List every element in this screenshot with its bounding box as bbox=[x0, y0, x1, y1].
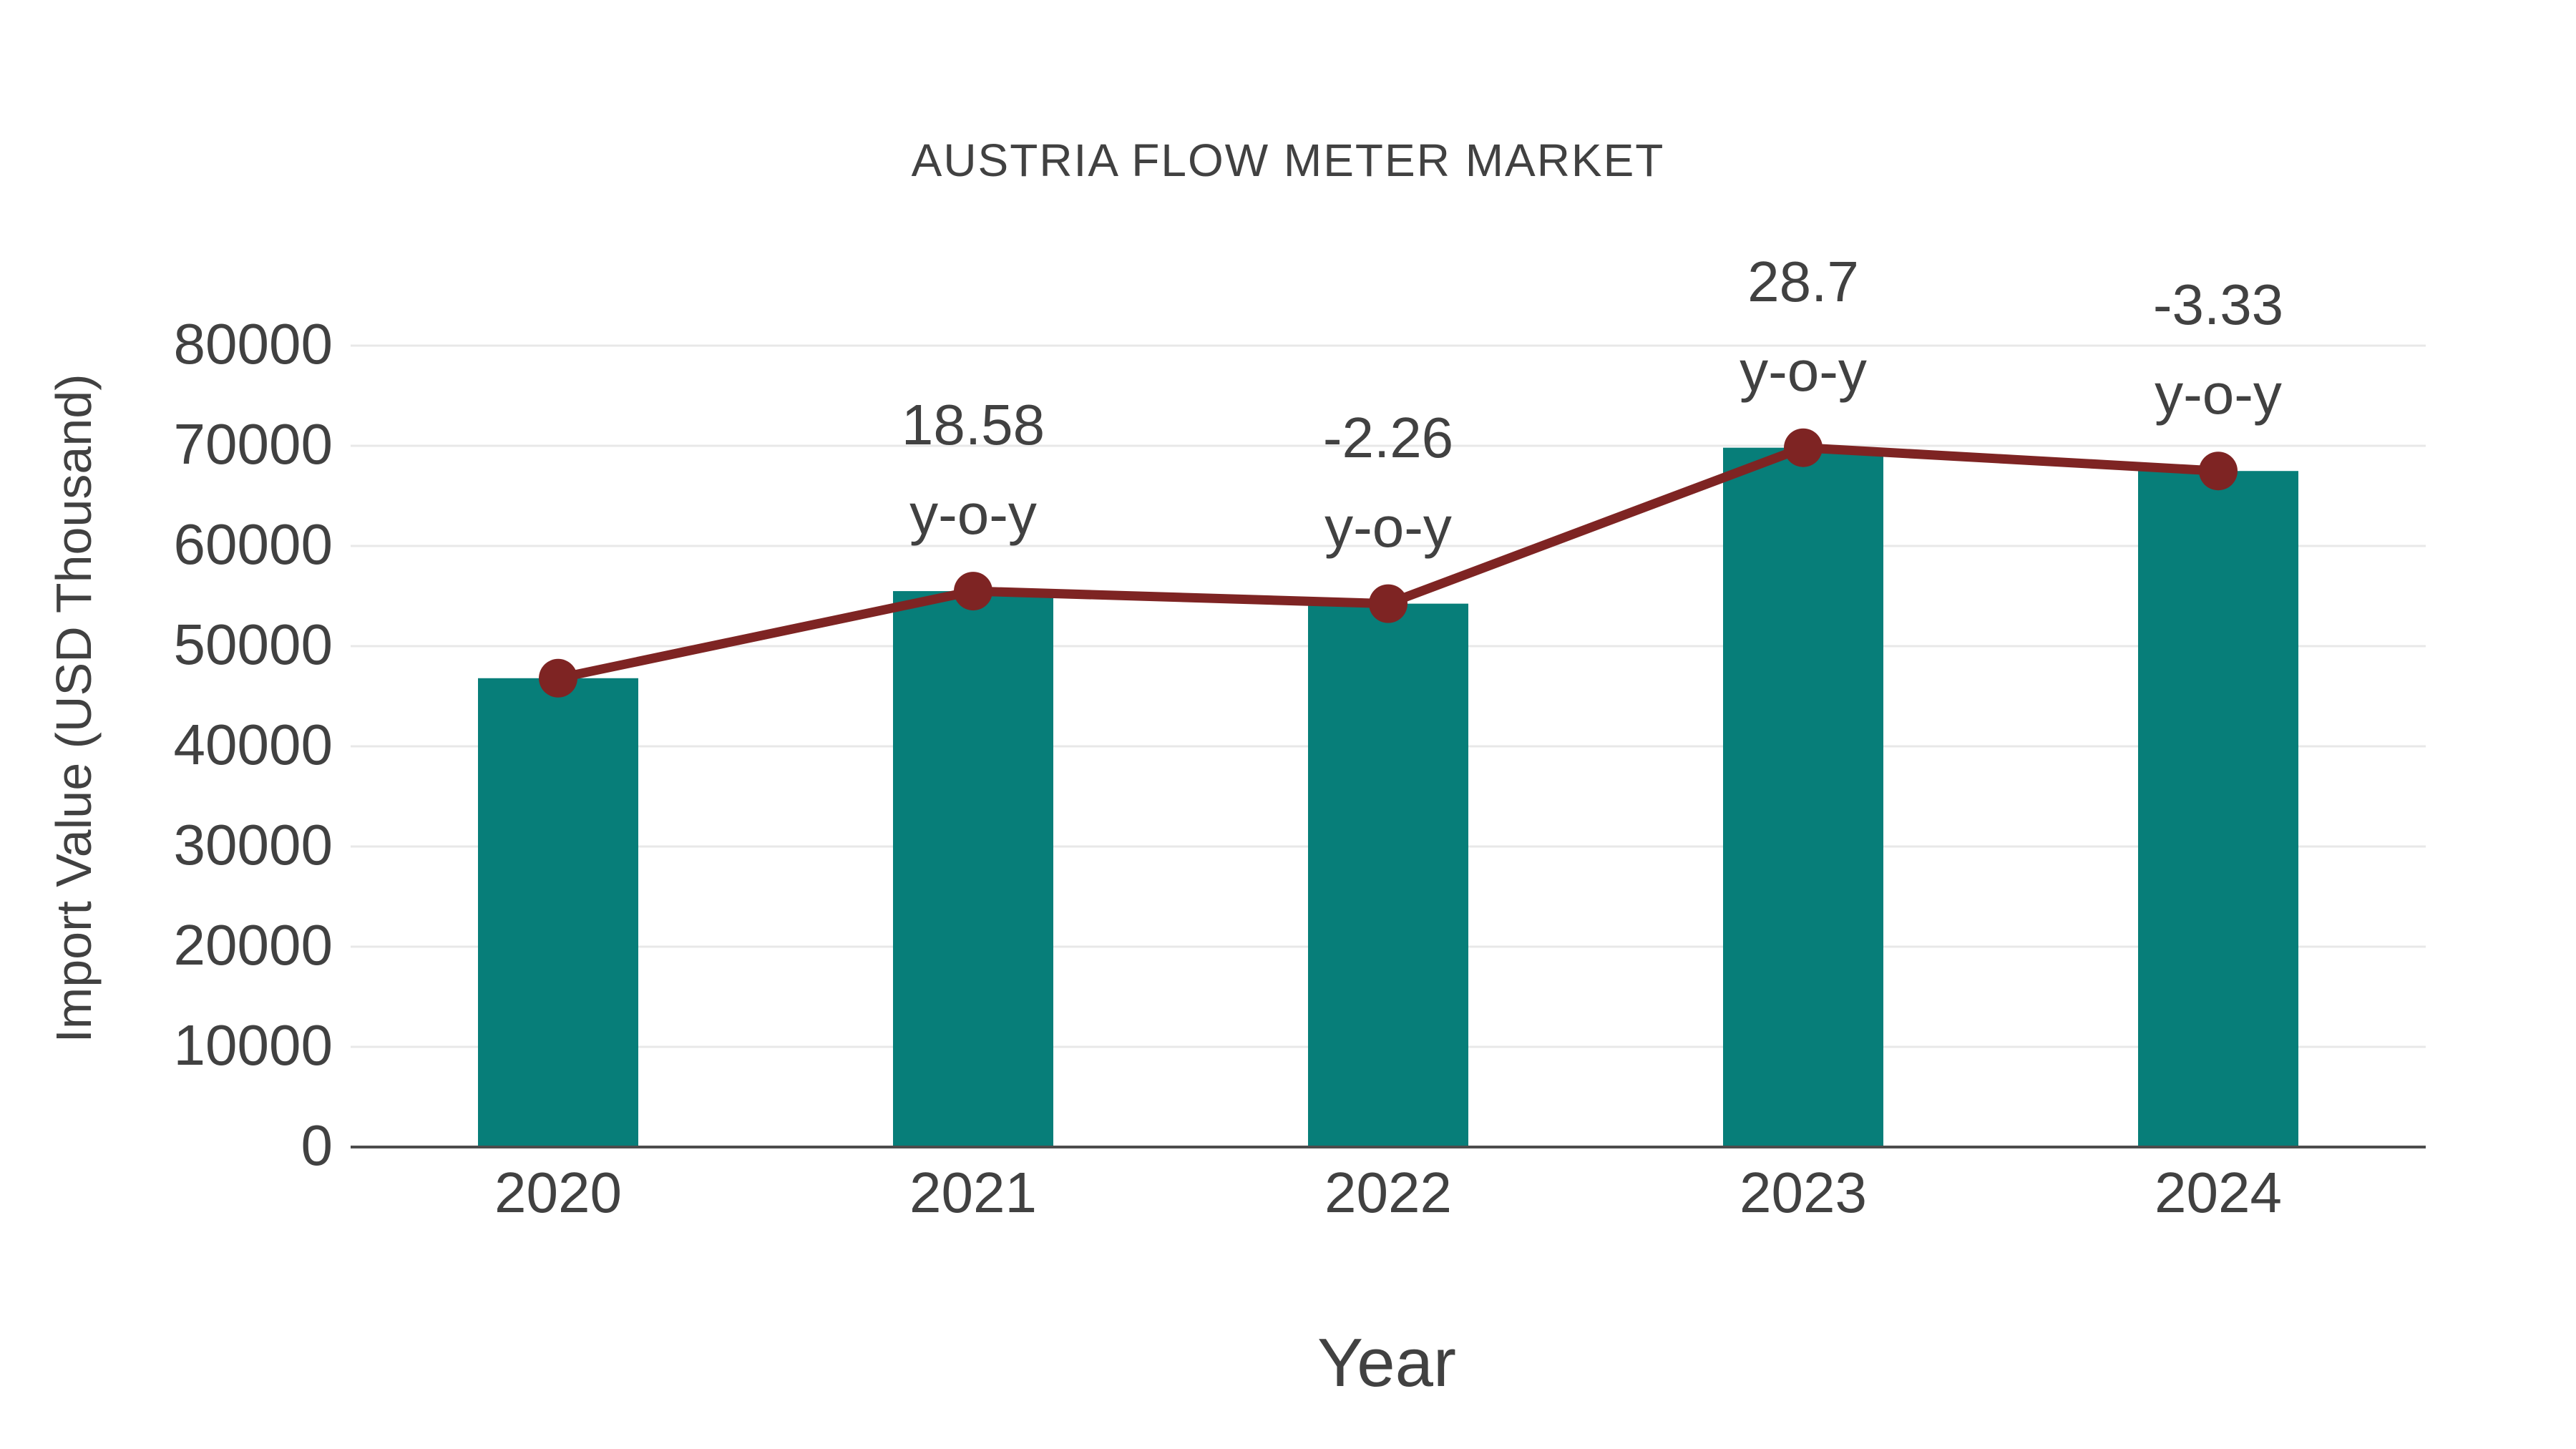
trend-marker-2021 bbox=[954, 572, 992, 611]
yoy-annotation: 28.7 y-o-y bbox=[1740, 237, 1867, 416]
yoy-annotation: -2.26 y-o-y bbox=[1323, 393, 1453, 572]
y-tick-label: 40000 bbox=[173, 713, 333, 777]
chart-title: AUSTRIA FLOW METER MARKET bbox=[911, 135, 1665, 186]
y-tick-label: 80000 bbox=[173, 312, 333, 376]
y-tick-label: 30000 bbox=[173, 813, 333, 877]
y-tick-label: 60000 bbox=[173, 512, 333, 577]
x-tick-label: 2023 bbox=[1740, 1161, 1867, 1224]
bar-2024 bbox=[2138, 471, 2298, 1147]
x-tick-label: 2024 bbox=[2155, 1161, 2282, 1224]
yoy-suffix: y-o-y bbox=[1324, 494, 1452, 559]
y-tick-label: 10000 bbox=[173, 1013, 333, 1078]
trend-marker-2022 bbox=[1369, 584, 1407, 623]
bar-2023 bbox=[1723, 447, 1883, 1147]
bar-2021 bbox=[893, 591, 1053, 1147]
x-tick-label: 2022 bbox=[1324, 1161, 1452, 1224]
yoy-suffix: y-o-y bbox=[909, 482, 1037, 547]
x-axis-title: Year bbox=[1317, 1324, 1456, 1401]
yoy-suffix: y-o-y bbox=[2155, 362, 2282, 426]
trend-marker-2024 bbox=[2199, 452, 2238, 491]
yoy-annotation: 18.58 y-o-y bbox=[902, 380, 1045, 559]
yoy-value: 18.58 bbox=[901, 393, 1045, 457]
trend-marker-2023 bbox=[1784, 428, 1823, 467]
y-tick-label: 20000 bbox=[173, 913, 333, 977]
yoy-value: -3.33 bbox=[2152, 273, 2284, 337]
trend-marker-2020 bbox=[539, 658, 577, 698]
bar-2020 bbox=[478, 678, 638, 1147]
yoy-value: 28.7 bbox=[1747, 249, 1859, 313]
x-tick-label: 2021 bbox=[909, 1161, 1037, 1224]
y-tick-label: 0 bbox=[301, 1113, 333, 1178]
y-tick-label: 50000 bbox=[173, 613, 333, 677]
bar-2022 bbox=[1308, 603, 1468, 1147]
yoy-suffix: y-o-y bbox=[1740, 338, 1867, 403]
x-tick-label: 2020 bbox=[494, 1161, 622, 1224]
yoy-annotation: -3.33 y-o-y bbox=[2153, 260, 2283, 439]
y-tick-label: 70000 bbox=[173, 412, 333, 477]
yoy-value: -2.26 bbox=[1322, 405, 1454, 469]
